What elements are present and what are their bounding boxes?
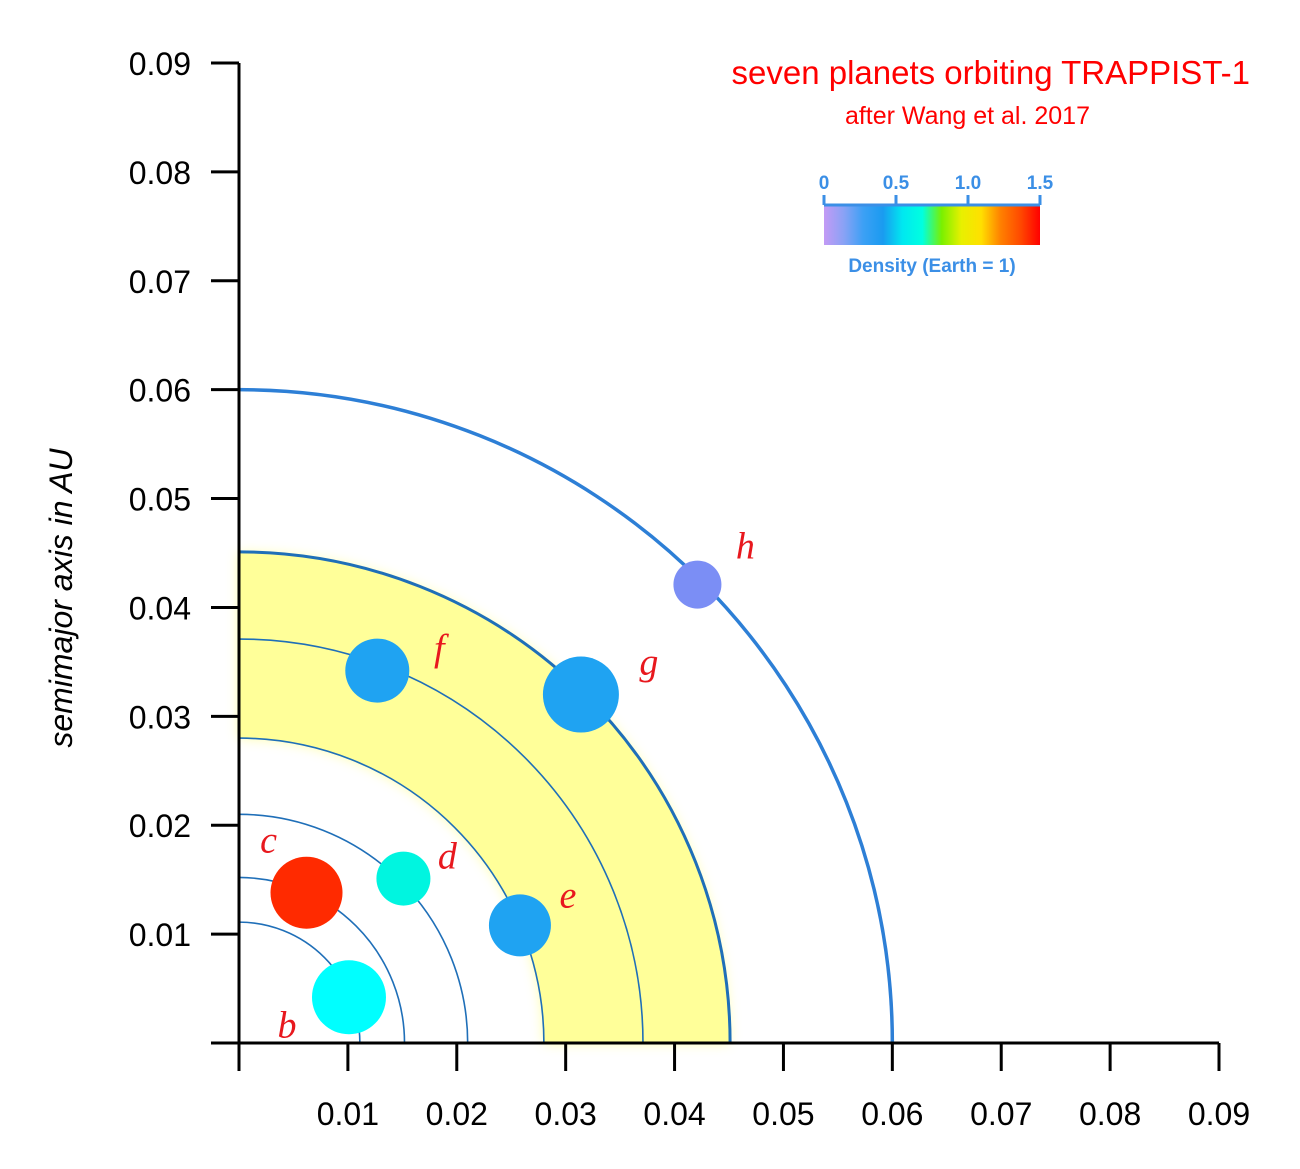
x-tick-label: 0.07 (970, 1096, 1032, 1132)
colorbar-tick-label: 1.0 (955, 173, 981, 194)
habitable-zone (239, 552, 730, 1043)
colorbar-tick-label: 1.5 (1027, 173, 1054, 194)
colorbar-tick-label: 0 (819, 173, 830, 194)
orbit-path (238, 737, 545, 1044)
density-colorbar-legend: 0 0.5 1.0 1.5 Density (Earth = 1) (819, 173, 1054, 277)
planet-label-c: c (260, 820, 277, 862)
y-tick-label: 0.04 (129, 590, 191, 626)
planet-label-g: g (639, 642, 658, 684)
planet-h (673, 560, 722, 609)
y-tick-label: 0.03 (129, 699, 191, 735)
y-tick-label: 0.07 (129, 264, 191, 300)
x-tick-label: 0.09 (1188, 1096, 1250, 1132)
planets: bc def gh (260, 526, 755, 1047)
x-tick-label: 0.02 (426, 1096, 488, 1132)
y-tick-label: 0.02 (129, 808, 191, 844)
x-tick-label: 0.06 (861, 1096, 923, 1132)
habitable-zone-band (239, 552, 730, 1043)
colorbar-tick-label: 0.5 (883, 173, 910, 194)
y-tick-label: 0.01 (129, 917, 191, 953)
planet-label-h: h (736, 526, 755, 568)
chart-subtitle: after Wang et al. 2017 (845, 102, 1090, 130)
colorbar-title: Density (Earth = 1) (848, 256, 1015, 277)
colorbar (824, 205, 1040, 245)
planet-f (345, 638, 410, 703)
x-tick-label: 0.04 (643, 1096, 705, 1132)
y-tick-label: 0.09 (129, 46, 191, 82)
y-axis-title: semimajor axis in AU (43, 447, 79, 747)
planet-d (376, 851, 431, 906)
planet-e (488, 894, 551, 957)
y-tick-label: 0.06 (129, 373, 191, 409)
planet-label-b: b (277, 1004, 296, 1046)
axes: 0.01 0.02 0.03 0.04 0.05 0.06 0.07 0.08 0.09 0.01… (129, 46, 1250, 1132)
chart-title: seven planets orbiting TRAPPIST-1 (732, 54, 1251, 91)
x-tick-label: 0.03 (535, 1096, 597, 1132)
y-tick-label: 0.08 (129, 155, 191, 191)
planet-label-d: d (438, 836, 458, 878)
planet-b (311, 960, 386, 1035)
x-tick-label: 0.08 (1079, 1096, 1141, 1132)
planet-c (270, 856, 343, 929)
orbit-path (238, 638, 644, 1044)
x-tick-label: 0.01 (317, 1096, 379, 1132)
x-tick-label: 0.05 (752, 1096, 814, 1132)
planet-label-e: e (559, 874, 576, 916)
planet-g (542, 656, 619, 733)
y-tick-label: 0.05 (129, 482, 191, 518)
